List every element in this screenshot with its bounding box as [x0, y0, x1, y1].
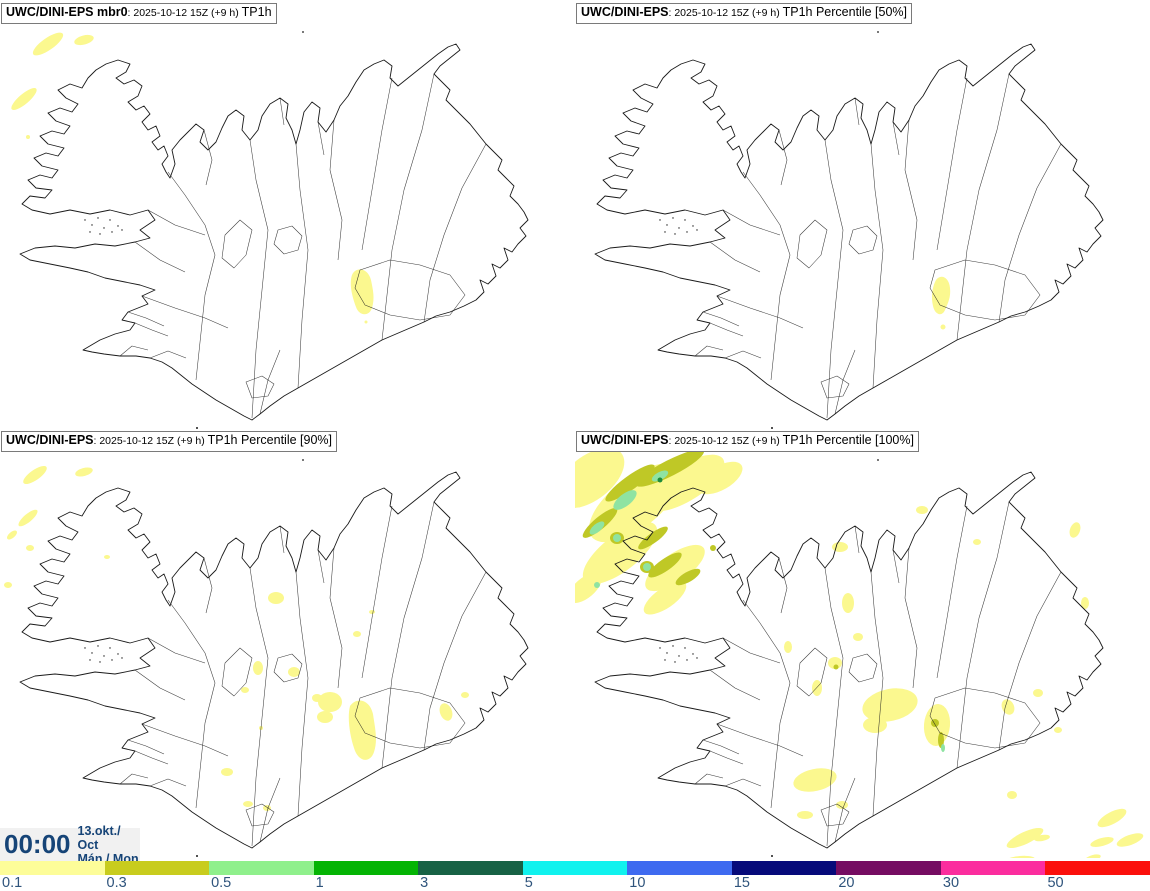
colorbar-tick-label: 3: [420, 875, 429, 891]
model-name: UWC/DINI-EPS: [581, 433, 669, 447]
panel-title-p100: UWC/DINI-EPS: 2025-10-12 15Z (+9 h) TP1h…: [576, 431, 919, 452]
precip-overlay-p50: [931, 276, 951, 330]
colorbar-segment: [836, 861, 941, 875]
colorbar-tick-label: 1: [315, 875, 324, 891]
colorbar-segment: [313, 861, 419, 875]
colorbar-tick-label: 50: [1047, 875, 1064, 891]
colorbar-tick-label: 0.5: [211, 875, 232, 891]
valid-time: 00:00: [4, 829, 71, 859]
run-time: : 2025-10-12 15Z (+9 h): [668, 7, 783, 19]
colorbar-tick-label: 30: [942, 875, 960, 891]
colorbar-segment: [418, 861, 523, 875]
colorbar-segment: [209, 861, 314, 875]
map-panel-p100: [575, 448, 1144, 858]
colorbar-segment: [627, 861, 732, 875]
parameter-label: TP1h Percentile [90%]: [207, 433, 332, 447]
model-name: UWC/DINI-EPS: [6, 433, 94, 447]
parameter-label: TP1h Percentile [100%]: [782, 433, 914, 447]
colorbar-segment: [731, 861, 837, 875]
precip-overlay-p90: [4, 465, 469, 811]
model-name: UWC/DINI-EPS: [581, 5, 669, 19]
colorbar-tick-label: 20: [838, 875, 855, 891]
colorbar-segment: [522, 861, 628, 875]
map-panel-p90: [4, 458, 529, 858]
map-panel-member0: [11, 30, 529, 430]
valid-time-box: 00:00 13.okt./ Oct Mán./ Mon: [0, 824, 140, 866]
colorbar-segment: [0, 861, 105, 875]
panel-title-p90: UWC/DINI-EPS: 2025-10-12 15Z (+9 h) TP1h…: [1, 431, 337, 452]
colorbar-tick-label: 10: [629, 875, 646, 891]
run-time: : 2025-10-12 15Z (+9 h): [93, 435, 208, 447]
valid-date: 13.okt./ Oct: [77, 823, 121, 852]
panel-title-p50: UWC/DINI-EPS: 2025-10-12 15Z (+9 h) TP1h…: [576, 3, 912, 24]
precip-overlay-p100: [575, 448, 1144, 858]
colorbar-tick-label: 0.3: [106, 875, 127, 891]
parameter-label: TP1h: [241, 5, 272, 19]
run-time: : 2025-10-12 15Z (+9 h): [668, 435, 783, 447]
colorbar-tick-label: 0.1: [2, 875, 23, 891]
colorbar-labels: 0.1 0.3 0.5 1 3 5 10 15 20 30 50: [0, 875, 1150, 891]
run-time: : 2025-10-12 15Z (+9 h): [127, 7, 242, 19]
model-name: UWC/DINI-EPS mbr0: [6, 5, 128, 19]
colorbar-segment: [1045, 861, 1150, 875]
colorbar-segment: [104, 861, 210, 875]
precipitation-colorbar: 0.1 0.3 0.5 1 3 5 10 15 20 30 50: [0, 861, 1150, 891]
panel-title-member0: UWC/DINI-EPS mbr0: 2025-10-12 15Z (+9 h)…: [1, 3, 277, 24]
colorbar-segment: [940, 861, 1046, 875]
map-panel-p50: [594, 30, 1104, 430]
colorbar-tick-label: 15: [733, 875, 750, 891]
colorbar-segments: [0, 861, 1150, 875]
colorbar-tick-label: 5: [524, 875, 533, 891]
precip-overlay-member0: [11, 32, 374, 324]
parameter-label: TP1h Percentile [50%]: [782, 5, 907, 19]
